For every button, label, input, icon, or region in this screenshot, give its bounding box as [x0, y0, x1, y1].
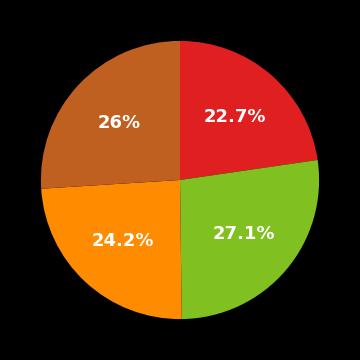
Wedge shape	[180, 160, 319, 319]
Text: 27.1%: 27.1%	[212, 225, 275, 243]
Text: 22.7%: 22.7%	[203, 108, 266, 126]
Wedge shape	[180, 41, 318, 180]
Wedge shape	[41, 180, 182, 319]
Wedge shape	[41, 41, 180, 189]
Text: 24.2%: 24.2%	[92, 232, 154, 250]
Text: 26%: 26%	[98, 114, 141, 132]
